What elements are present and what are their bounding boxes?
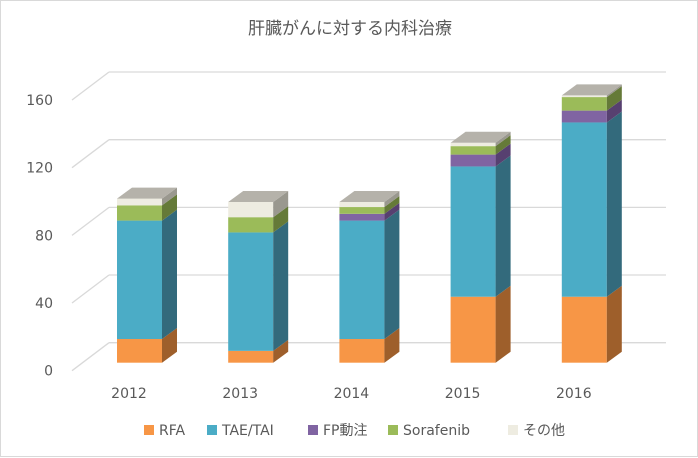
- legend-swatch: [308, 425, 318, 435]
- bar-segment-rfa-2014: [339, 339, 385, 363]
- bar-side-2012: [162, 187, 177, 206]
- legend-label: FP動注: [323, 423, 368, 439]
- bar-segment-sorafenib-2015: [450, 146, 496, 155]
- x-tick-label: 2015: [445, 386, 481, 402]
- bar-side-2013: [273, 339, 289, 363]
- bar-segment---2012: [117, 198, 162, 206]
- bar-side-2014: [384, 328, 400, 363]
- bar-segment-fp--2015: [450, 154, 496, 167]
- legend-label: TAE/TAI: [221, 423, 274, 439]
- bar-side-2015: [495, 131, 511, 147]
- y-tick-label: 40: [35, 296, 53, 312]
- bar-segment-fp--2014: [339, 213, 385, 221]
- bar-side-2015: [495, 135, 511, 155]
- bar-segment-rfa-2012: [117, 339, 162, 363]
- bar-side-2015: [495, 143, 511, 167]
- bar-segment-tae-tai-2015: [450, 166, 496, 297]
- gridline-depth: [71, 274, 110, 304]
- bar-side-2016: [606, 86, 622, 111]
- bar-segment---2015: [450, 142, 496, 147]
- gridline-depth: [71, 342, 110, 372]
- bar-side-2016: [606, 84, 622, 98]
- bar-side-2014: [384, 209, 400, 340]
- bar-side-2013: [273, 221, 289, 351]
- legend-swatch: [508, 425, 518, 435]
- x-tick-label: 2014: [334, 386, 370, 402]
- legend-label: Sorafenib: [403, 423, 470, 439]
- bar-side-2013: [273, 190, 289, 218]
- bar-segment-tae-tai-2013: [228, 232, 274, 351]
- bar-side-2012: [162, 328, 177, 363]
- bar-side-2015: [495, 155, 511, 297]
- bar-side-2016: [606, 99, 622, 123]
- bar-side-2016: [606, 111, 622, 297]
- bar-segment-sorafenib-2014: [339, 207, 385, 214]
- bar-segment-tae-tai-2016: [561, 122, 607, 297]
- bar-segment-tae-tai-2014: [339, 220, 385, 340]
- bar-segment-sorafenib-2016: [561, 97, 607, 111]
- bar-side-2012: [162, 209, 177, 340]
- bar-segment-rfa-2016: [561, 296, 607, 363]
- bar-segment---2016: [561, 95, 607, 98]
- legend-label: RFA: [159, 423, 185, 439]
- legend-swatch: [144, 425, 154, 435]
- gridline-depth: [71, 206, 110, 236]
- gridline-depth: [71, 71, 110, 101]
- bar-segment-sorafenib-2012: [117, 205, 162, 221]
- legend-swatch: [207, 425, 217, 435]
- bar-side-2016: [606, 285, 622, 363]
- bar-side-2015: [495, 285, 511, 363]
- y-tick-label: 160: [26, 93, 53, 109]
- y-tick-label: 120: [26, 161, 53, 177]
- bar-segment-tae-tai-2012: [117, 220, 162, 340]
- bar-top-2012: [117, 187, 177, 199]
- bar-side-2014: [384, 190, 400, 208]
- bar-top-2014: [339, 190, 400, 202]
- bar-side-2014: [384, 202, 400, 221]
- gridline-depth: [71, 139, 110, 169]
- bar-side-2013: [273, 206, 289, 233]
- bar-top-2016: [561, 84, 622, 96]
- bar-segment-rfa-2013: [228, 350, 274, 363]
- bar-top-2015: [450, 131, 511, 143]
- y-tick-label: 0: [44, 364, 53, 380]
- bar-side-2014: [384, 196, 400, 214]
- bar-segment-fp--2016: [561, 110, 607, 123]
- x-tick-label: 2016: [556, 386, 592, 402]
- x-tick-label: 2013: [222, 386, 258, 402]
- legend-swatch: [388, 425, 398, 435]
- legend-label: その他: [523, 423, 565, 439]
- bar-segment---2014: [339, 201, 385, 208]
- bar-segment-sorafenib-2013: [228, 217, 274, 233]
- chart-title: 肝臓がんに対する内科治療: [248, 19, 452, 39]
- bar-side-2012: [162, 194, 177, 221]
- bar-top-2013: [228, 190, 289, 202]
- bar-segment-rfa-2015: [450, 296, 496, 363]
- x-tick-label: 2012: [111, 386, 147, 402]
- bar-segment---2013: [228, 201, 274, 218]
- y-tick-label: 80: [35, 228, 53, 244]
